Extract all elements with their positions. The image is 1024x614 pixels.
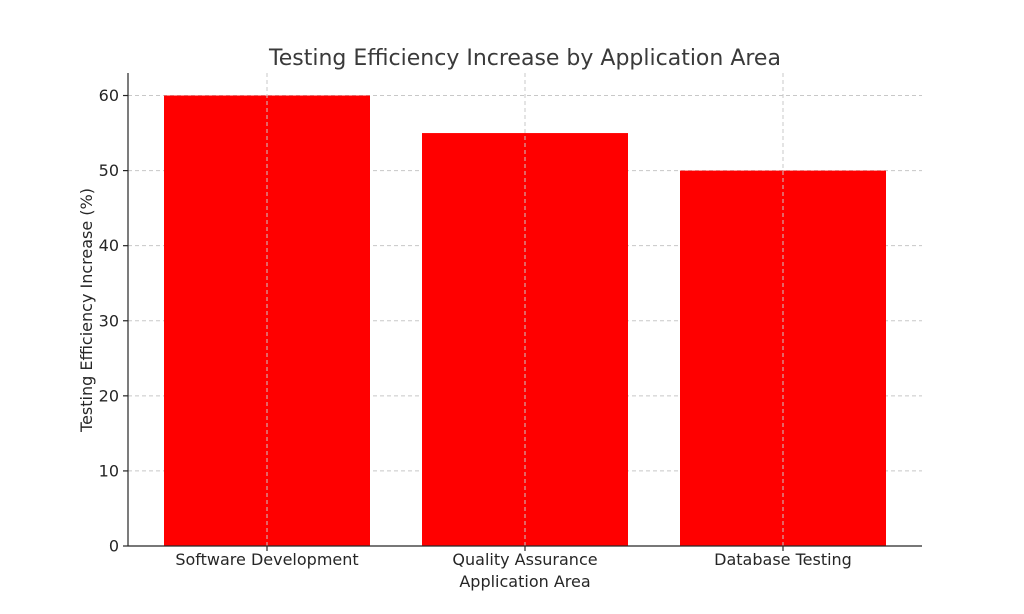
bar-database-testing [680,170,886,546]
x-tick-label-database-testing: Database Testing [714,550,852,569]
y-tick-label-50: 50 [99,161,119,180]
y-tick-label-60: 60 [99,86,119,105]
x-axis-label: Application Area [459,572,590,591]
y-axis-label: Testing Efficiency Increase (%) [77,188,96,433]
vertical-grid [266,73,784,546]
y-tick-label-30: 30 [99,311,119,330]
y-tick-label-0: 0 [109,537,119,556]
y-tick-label-40: 40 [99,236,119,255]
y-tick-label-10: 10 [99,461,119,480]
y-ticks: 0 10 20 30 40 50 60 [99,86,128,556]
chart-title: Testing Efficiency Increase by Applicati… [268,46,781,71]
y-tick-label-20: 20 [99,386,119,405]
x-ticks: Software Development Quality Assurance Dat… [175,546,852,569]
x-tick-label-quality-assurance: Quality Assurance [452,550,597,569]
x-tick-label-software-development: Software Development [175,550,358,569]
